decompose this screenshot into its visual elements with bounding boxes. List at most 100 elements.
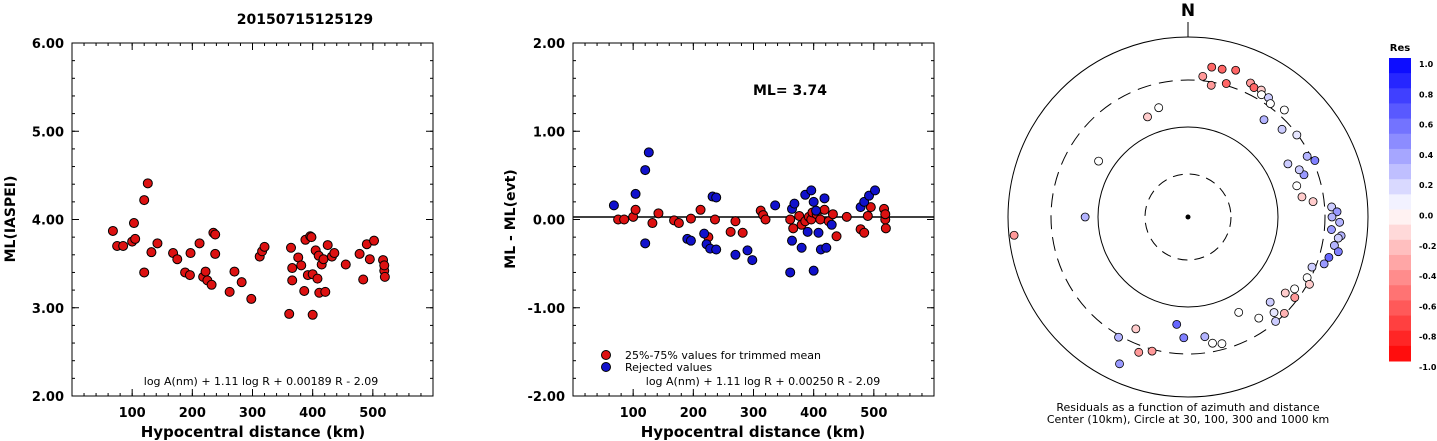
data-point [320,286,331,297]
polar-point [1305,279,1314,289]
panel2-xlabel: Hypocentral distance (km) [641,423,866,441]
colorbar-tick-label: 0.2 [1419,181,1433,190]
data-point [306,232,317,243]
colorbar-swatch [1389,285,1411,301]
polar-points [1009,62,1346,369]
polar-point [1198,71,1208,81]
ring-30km [1144,173,1232,261]
polar-point [1327,225,1336,234]
data-point [329,248,340,259]
colorbar-swatch [1389,315,1411,332]
polar-point [1207,62,1217,72]
data-point [307,309,318,320]
ytick-label: 1.00 [533,125,565,140]
data-point [364,254,375,265]
polar-point [1131,324,1141,334]
polar-point [1292,181,1302,191]
colorbar-swatch [1389,254,1411,271]
ytick-label: 3.00 [32,302,64,317]
colorbar-swatch [1389,179,1411,195]
polar-point [1292,130,1302,140]
panel-polar: N Residuals as a function of azimuth and… [1007,1,1369,426]
panel1-xlabel: Hypocentral distance (km) [141,423,366,441]
panel-ml-residual: -2.00 -1.00 0.00 1.00 2.00 100 200 300 400 500 ML… [503,37,935,441]
colorbar-swatch [1389,224,1411,241]
xtick-label: 400 [299,406,326,421]
polar-point [1265,297,1275,307]
xtick-label: 300 [740,406,767,421]
data-point [184,270,195,281]
north-label: N [1181,1,1195,21]
polar-caption-1: Residuals as a function of azimuth and d… [1056,401,1319,414]
colorbar-tick-label: -0.2 [1419,242,1437,251]
xtick-label: 500 [860,406,887,421]
data-point [185,248,196,259]
polar-caption-2: Center (10km), Circle at 30, 100, 300 an… [1047,413,1329,426]
data-point [172,254,183,265]
ytick-label: 0.00 [533,214,565,229]
data-point-rejected [643,147,654,158]
panel1-formula: log A(nm) + 1.11 log R + 0.00189 R - 2.0… [144,375,378,388]
xtick-label: 100 [119,406,146,421]
data-point-trimmed [819,204,830,215]
polar-point [1290,293,1300,302]
data-point-rejected [808,196,819,207]
legend-label-rejected: Rejected values [625,361,712,374]
data-point-trimmed [725,226,736,237]
data-point-rejected [608,200,619,211]
colorbar-swatch [1389,88,1411,104]
ytick-label: 5.00 [32,125,64,140]
polar-point [1254,313,1264,323]
data-point-rejected [870,185,881,196]
polar-point [1307,262,1317,272]
data-point-trimmed [827,209,838,220]
colorbar-swatch [1389,209,1411,226]
panel2-ticks: -2.00 -1.00 0.00 1.00 2.00 100 200 300 400 500 [528,37,935,421]
data-point [229,266,240,277]
data-point [236,277,247,288]
polar-point [1265,99,1275,109]
data-point-trimmed [685,213,696,224]
data-point-trimmed [841,211,852,222]
panel2-points [608,147,891,278]
colorbar-swatch [1389,164,1411,180]
data-point-trimmed [880,209,891,220]
colorbar-swatch [1389,330,1411,347]
ytick-label: 4.00 [32,214,64,229]
event-title: 20150715125129 [237,12,373,28]
data-point [130,233,141,244]
data-point-trimmed [788,223,799,234]
ytick-label: -2.00 [528,390,565,405]
panel1-ticks: 2.00 3.00 4.00 5.00 6.00 100 200 300 400 500 [32,37,434,421]
data-point-rejected [711,192,722,203]
data-point-rejected [640,165,651,176]
polar-point [1294,165,1304,175]
data-point-rejected [685,235,696,246]
colorbar-title: Res [1390,43,1410,54]
colorbar: Res 1.0 0.8 0.6 0.4 0.2 0.0 -0.2 -0.4 -0.6 -0.8 -1… [1389,43,1437,372]
data-point-rejected [821,242,832,253]
polar-point [1335,217,1345,227]
xtick-label: 300 [239,406,266,421]
data-point [142,178,153,189]
panel-ml-iaspei: 2.00 3.00 4.00 5.00 6.00 100 200 300 400 500 ML(I… [3,37,434,441]
data-point-trimmed [673,218,684,229]
xtick-label: 100 [620,406,647,421]
colorbar-swatch [1389,194,1411,210]
data-point [210,248,221,259]
data-point [224,286,235,297]
colorbar-ticks: 1.0 0.8 0.6 0.4 0.2 0.0 -0.2 -0.4 -0.6 -0.8 -1.0 [1419,60,1437,372]
data-point-rejected [747,255,758,266]
polar-point [1234,307,1244,317]
data-point-trimmed [859,227,870,238]
polar-point [1217,64,1227,74]
polar-point [1333,233,1343,243]
polar-point [1297,192,1307,202]
colorbar-swatch [1389,133,1411,150]
data-point-trimmed [865,202,876,213]
panel1-ylabel: ML(IASPEI) [3,176,19,263]
colorbar-tick-label: -1.0 [1419,363,1437,372]
legend-marker-trimmed [601,350,611,360]
polar-point [1134,347,1144,357]
data-point-rejected [730,249,741,260]
